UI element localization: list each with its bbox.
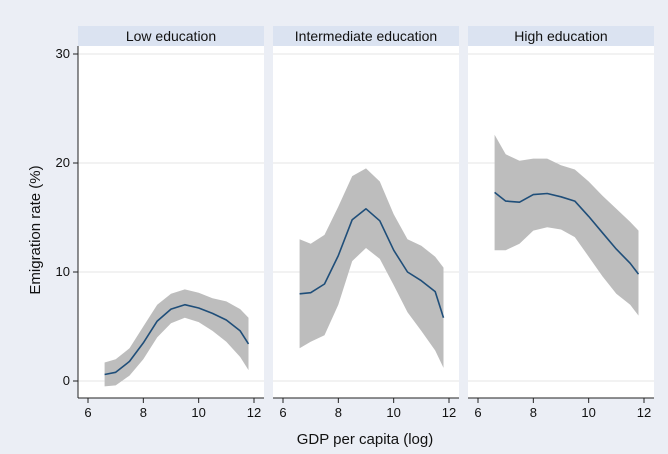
x-tick-label: 8 <box>335 405 342 420</box>
x-tick-label: 10 <box>386 405 400 420</box>
panel-strip <box>468 26 654 46</box>
axes-layer: 6 8 10 12 6 8 10 12 6 8 10 12 0 10 20 30 <box>56 46 654 420</box>
y-axis-title: Emigration rate (%) <box>27 165 44 294</box>
x-tick-label: 6 <box>279 405 286 420</box>
series-line <box>299 208 445 319</box>
x-tick-label: 6 <box>474 405 481 420</box>
x-tick-label: 6 <box>84 405 91 420</box>
y-tick-label: 20 <box>56 155 70 170</box>
panels-layer: Low education Intermediate education High … <box>78 26 654 398</box>
panel-2: Intermediate education <box>273 26 459 398</box>
confidence-band <box>299 168 444 368</box>
y-tick-label: 10 <box>56 264 70 279</box>
panel-title: Low education <box>126 28 216 44</box>
x-tick-label: 12 <box>442 405 456 420</box>
x-tick-label: 8 <box>530 405 537 420</box>
x-tick-label: 10 <box>581 405 595 420</box>
x-tick-label: 12 <box>637 405 651 420</box>
panel-strip <box>78 26 264 46</box>
y-tick-label: 30 <box>56 46 70 61</box>
confidence-band <box>494 134 639 316</box>
panel-1: Low education <box>78 26 264 398</box>
panel-3: High education <box>468 26 654 398</box>
panel-title: Intermediate education <box>295 28 437 44</box>
x-tick-label: 8 <box>140 405 147 420</box>
x-axis-title: GDP per capita (log) <box>297 431 433 448</box>
panel-strip <box>273 26 459 46</box>
x-tick-label: 10 <box>191 405 205 420</box>
panel-title: High education <box>514 28 607 44</box>
x-tick-label: 12 <box>247 405 261 420</box>
series-line <box>104 303 250 376</box>
y-tick-label: 0 <box>63 373 70 388</box>
series-line <box>494 191 640 275</box>
